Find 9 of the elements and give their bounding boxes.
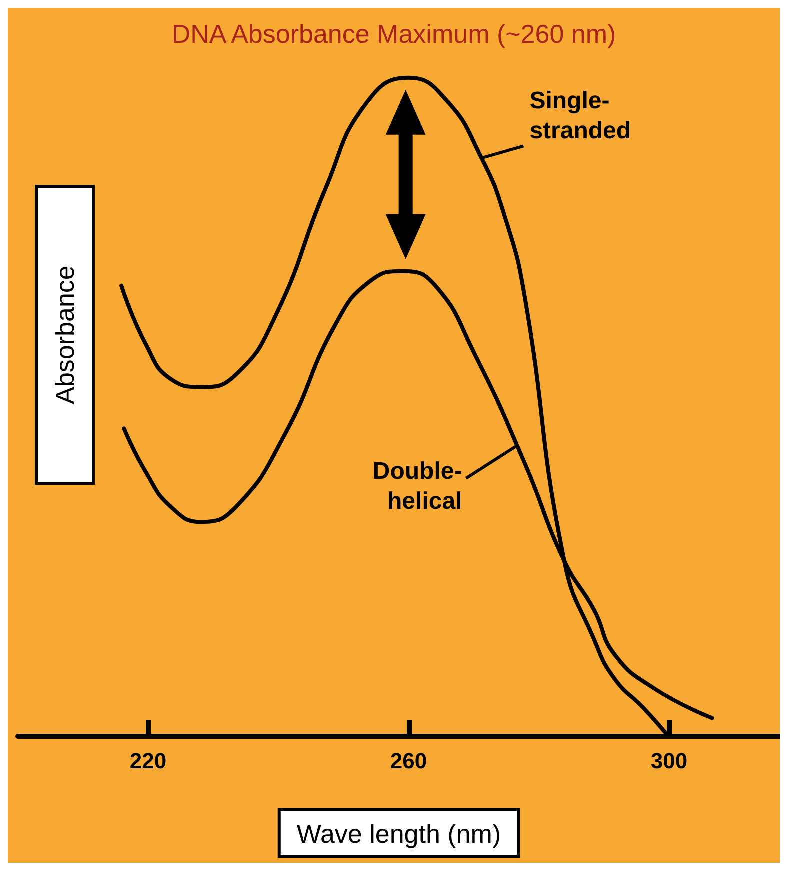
x-tick-label: 300: [650, 748, 688, 774]
y-axis-title: Absorbance: [50, 266, 80, 404]
x-axis-title: Wave length (nm): [296, 819, 502, 849]
annotation: Single- stranded: [530, 88, 632, 145]
x-tick-label: 220: [130, 748, 167, 774]
chart-title: DNA Absorbance Maximum (~260 nm): [172, 19, 616, 49]
axis-title-frame: Absorbance: [35, 185, 95, 485]
annotation: Double- helical: [372, 458, 462, 515]
x-tick-label: 260: [390, 748, 428, 774]
